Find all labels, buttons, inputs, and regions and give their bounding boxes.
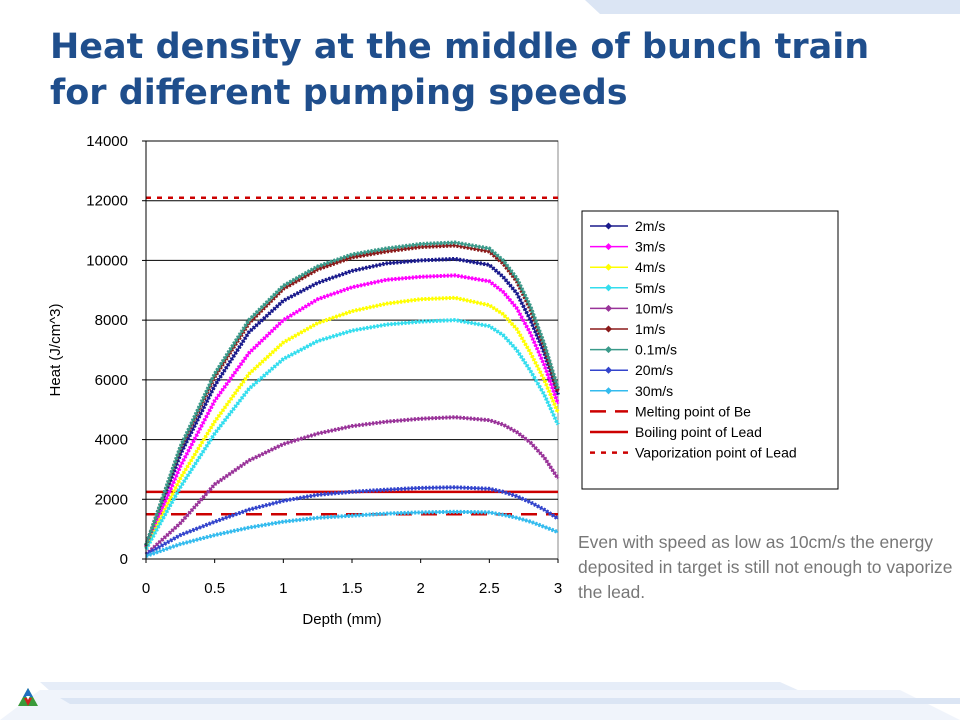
plot-area <box>145 140 559 560</box>
y-tick-label: 10000 <box>86 252 128 269</box>
x-axis-label: Depth (mm) <box>302 611 381 628</box>
x-tick-label: 2 <box>416 580 424 597</box>
y-tick-label: 8000 <box>95 312 128 329</box>
legend-marker <box>604 284 613 292</box>
legend: 2m/s 3m/s 4m/s 5m/s 10m/s 1m/s 0.1m/s 20m/s 30m/… <box>581 210 839 490</box>
note-text: Even with speed as low as 10cm/s the ene… <box>578 532 953 602</box>
legend-label: Vaporization point of Lead <box>635 445 797 461</box>
legend-label: 1m/s <box>635 321 665 337</box>
y-tick-label: 2000 <box>95 491 128 508</box>
legend-marker <box>604 243 613 251</box>
legend-marker <box>604 387 613 395</box>
legend-marker <box>604 263 613 271</box>
legend-marker <box>604 222 613 230</box>
series-line-core <box>145 319 559 550</box>
series-line-core <box>145 296 559 549</box>
legend-label: 30m/s <box>635 383 673 399</box>
legend-label: 3m/s <box>635 239 665 255</box>
y-tick-label: 6000 <box>95 372 128 389</box>
y-axis-label: Heat (J/cm^3) <box>47 304 64 397</box>
legend-label: 10m/s <box>635 300 673 316</box>
legend-label: Melting point of Be <box>635 403 751 419</box>
series-line-core <box>145 486 559 556</box>
legend-label: 4m/s <box>635 259 665 275</box>
x-tick-label: 1.5 <box>342 580 363 597</box>
y-tick-label: 0 <box>120 551 128 568</box>
x-tick-label: 0 <box>142 580 150 597</box>
series-lines <box>144 240 560 558</box>
legend-label: 5m/s <box>635 280 665 296</box>
x-tick-label: 0.5 <box>204 580 225 597</box>
top-accent-bar <box>585 0 960 14</box>
slide-title-line-2: for different pumping speeds <box>50 73 628 113</box>
y-tick-labels: 0 2000 4000 6000 8000 10000 12000 14000 <box>86 133 128 568</box>
y-tick-label: 14000 <box>86 133 128 150</box>
legend-label: 0.1m/s <box>635 342 677 358</box>
legend-label: Boiling point of Lead <box>635 424 762 440</box>
series-line-core <box>145 416 559 556</box>
legend-marker <box>604 304 613 312</box>
legend-marker <box>604 325 613 333</box>
series-line-core <box>145 274 559 549</box>
x-tick-label: 1 <box>279 580 287 597</box>
slide-title: Heat density at the middle of bunch trai… <box>50 24 930 116</box>
legend-label: 20m/s <box>635 362 673 378</box>
series-line-core <box>145 241 559 546</box>
y-tick-label: 12000 <box>86 193 128 210</box>
x-tick-labels: 0 0.5 1 1.5 2 2.5 3 <box>142 580 562 597</box>
legend-marker <box>604 346 613 354</box>
legend-marker <box>604 366 613 374</box>
x-tick-label: 2.5 <box>479 580 500 597</box>
series-line-core <box>145 510 559 557</box>
series-line-core <box>145 258 559 548</box>
slide-title-line-1: Heat density at the middle of bunch trai… <box>50 27 870 67</box>
x-tick-label: 3 <box>554 580 562 597</box>
y-tick-label: 4000 <box>95 432 128 449</box>
legend-label: 2m/s <box>635 218 665 234</box>
footer-band <box>0 682 960 720</box>
argonne-triangle-logo <box>18 688 38 706</box>
